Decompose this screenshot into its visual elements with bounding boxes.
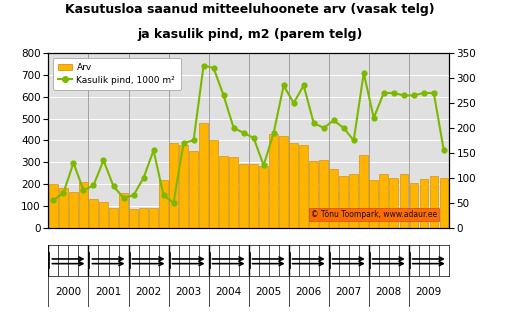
Bar bbox=[49, 184, 58, 228]
Text: 2002: 2002 bbox=[135, 287, 161, 297]
Bar bbox=[289, 143, 297, 228]
Bar bbox=[249, 164, 258, 228]
Bar bbox=[439, 178, 447, 228]
Bar bbox=[389, 178, 397, 228]
Bar bbox=[279, 136, 288, 228]
Bar bbox=[319, 160, 327, 228]
Text: 2004: 2004 bbox=[215, 287, 241, 297]
Bar bbox=[309, 161, 317, 228]
Bar bbox=[189, 151, 197, 228]
Text: ja kasulik pind, m2 (parem telg): ja kasulik pind, m2 (parem telg) bbox=[137, 28, 362, 41]
Legend: Arv, Kasulik pind, 1000 m²: Arv, Kasulik pind, 1000 m² bbox=[53, 57, 180, 90]
Text: © Tõnu Toompark, www.adaur.ee: © Tõnu Toompark, www.adaur.ee bbox=[310, 210, 436, 219]
Bar bbox=[109, 208, 118, 228]
Text: 2005: 2005 bbox=[255, 287, 281, 297]
Bar bbox=[209, 140, 217, 228]
Bar bbox=[79, 182, 88, 228]
Bar bbox=[59, 188, 68, 228]
Bar bbox=[259, 166, 267, 228]
Text: 2001: 2001 bbox=[95, 287, 121, 297]
Bar bbox=[89, 199, 98, 228]
Text: 2008: 2008 bbox=[375, 287, 401, 297]
Bar bbox=[229, 157, 237, 228]
Bar bbox=[179, 145, 187, 228]
Bar bbox=[269, 134, 277, 228]
Bar bbox=[219, 156, 228, 228]
Bar bbox=[409, 183, 417, 228]
Bar bbox=[349, 174, 357, 228]
Bar bbox=[159, 180, 167, 228]
Bar bbox=[299, 145, 307, 228]
Bar bbox=[379, 174, 387, 228]
Bar bbox=[329, 169, 337, 228]
Bar bbox=[369, 180, 377, 228]
Bar bbox=[399, 174, 407, 228]
Bar bbox=[139, 208, 148, 228]
Bar bbox=[129, 209, 137, 228]
Bar bbox=[99, 202, 107, 228]
Bar bbox=[169, 143, 178, 228]
Bar bbox=[199, 123, 208, 228]
Text: 2006: 2006 bbox=[295, 287, 321, 297]
Bar bbox=[339, 177, 347, 228]
Bar bbox=[69, 192, 77, 228]
Text: 2009: 2009 bbox=[415, 287, 441, 297]
Bar bbox=[149, 208, 157, 228]
Text: 2000: 2000 bbox=[55, 287, 81, 297]
Bar bbox=[429, 177, 437, 228]
Bar bbox=[419, 178, 427, 228]
Text: Kasutusloa saanud mitteeluhoonete arv (vasak telg): Kasutusloa saanud mitteeluhoonete arv (v… bbox=[65, 3, 434, 16]
Bar bbox=[359, 155, 367, 228]
Text: 2007: 2007 bbox=[335, 287, 361, 297]
Bar bbox=[119, 193, 128, 228]
Bar bbox=[239, 164, 247, 228]
Text: 2003: 2003 bbox=[175, 287, 201, 297]
